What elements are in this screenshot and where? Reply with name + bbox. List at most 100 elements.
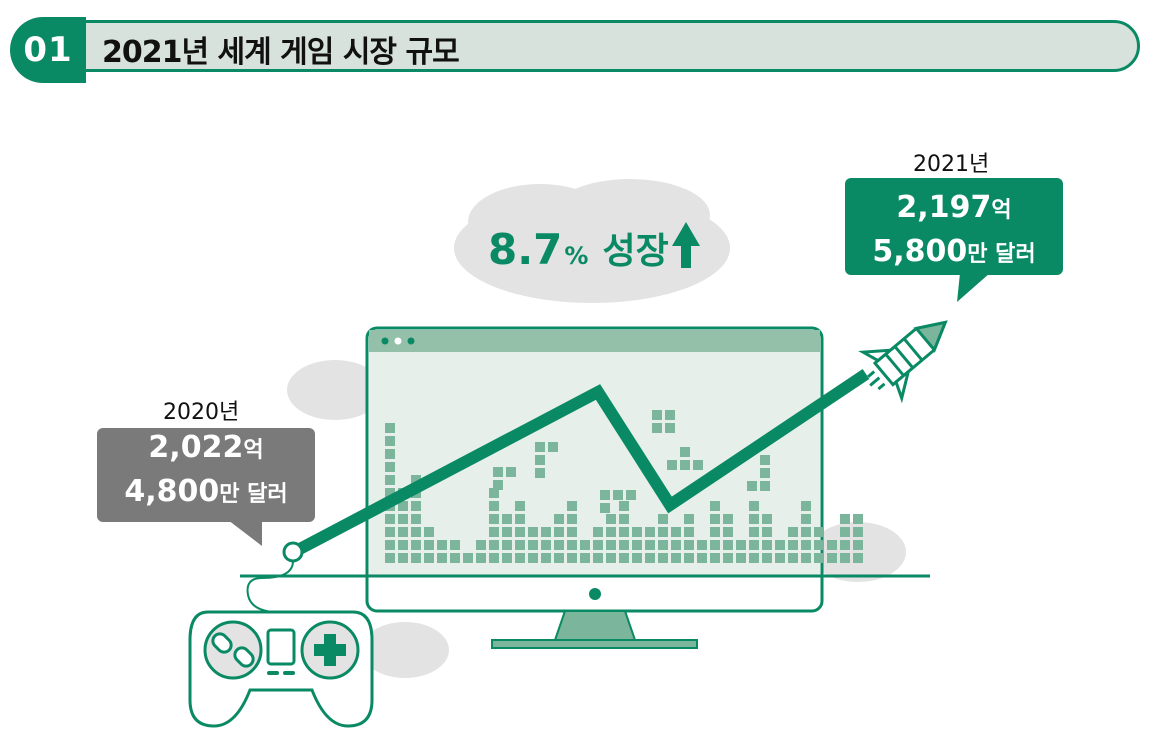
pixel-block: [489, 527, 499, 537]
pixel-block: [619, 514, 629, 524]
callout-tail-2021: [957, 273, 990, 302]
pixel-block: [762, 540, 772, 550]
pixel-block: [398, 540, 408, 550]
pixel-block: [619, 527, 629, 537]
pixel-block: [567, 540, 577, 550]
pixel-block: [652, 410, 662, 420]
pixel-block: [385, 553, 395, 563]
pixel-block: [684, 514, 694, 524]
pixel-block: [671, 553, 681, 563]
pixel-block: [723, 540, 733, 550]
pixel-block: [658, 553, 668, 563]
pixel-block: [489, 488, 499, 498]
callout-2020: 2,022억 4,800만 달러: [97, 428, 315, 522]
pixel-block: [749, 553, 759, 563]
pixel-block: [827, 540, 837, 550]
pixel-block: [749, 527, 759, 537]
pixel-block: [645, 527, 655, 537]
year-label-2021: 2021년: [913, 152, 990, 177]
pixel-block: [502, 540, 512, 550]
pixel-block: [606, 514, 616, 524]
pixel-block: [489, 553, 499, 563]
pixel-block: [554, 514, 564, 524]
pixel-block: [437, 553, 447, 563]
pixel-block: [600, 490, 610, 500]
pixel-block: [762, 553, 772, 563]
pixel-block: [853, 540, 863, 550]
pixel-block: [749, 501, 759, 511]
pixel-block: [762, 527, 772, 537]
trend-line: [291, 369, 870, 558]
pixel-block: [801, 501, 811, 511]
header-bar: [60, 20, 1140, 72]
pixel-block: [827, 553, 837, 563]
pixel-block: [600, 503, 610, 513]
pixel-block: [801, 553, 811, 563]
pixel-block: [535, 442, 545, 452]
pixel-block: [489, 540, 499, 550]
pixel-block: [645, 553, 655, 563]
value-2021: 2,197: [896, 190, 992, 225]
value-unit-2021: 억: [991, 198, 1012, 223]
pixel-block: [554, 553, 564, 563]
pixel-block: [853, 527, 863, 537]
pixel-block: [515, 553, 525, 563]
section-number-badge: 01: [10, 17, 86, 83]
pixel-block: [680, 447, 690, 457]
pixel-block: [528, 553, 538, 563]
pixel-block: [593, 553, 603, 563]
pixel-block: [801, 540, 811, 550]
pixel-block: [476, 553, 486, 563]
pixel-block: [801, 514, 811, 524]
pixel-block: [632, 553, 642, 563]
pixel-block: [626, 490, 636, 500]
pixel-block: [385, 423, 395, 433]
pixel-block: [535, 455, 545, 465]
pixel-block: [398, 527, 408, 537]
pixel-block: [385, 436, 395, 446]
pixel-block: [398, 553, 408, 563]
cloud: [361, 622, 449, 678]
pixel-block: [619, 553, 629, 563]
pixel-block: [710, 553, 720, 563]
pixel-block: [853, 514, 863, 524]
pixel-block: [606, 540, 616, 550]
pixel-block: [632, 540, 642, 550]
pixel-block: [502, 514, 512, 524]
pixel-block: [853, 553, 863, 563]
pixel-block: [760, 468, 770, 478]
pixel-block: [567, 514, 577, 524]
pixel-block: [450, 553, 460, 563]
pixel-block: [411, 514, 421, 524]
pixel-block: [385, 488, 395, 498]
pixel-block: [632, 527, 642, 537]
subvalue-2021: 5,800: [872, 234, 968, 269]
pixel-block: [840, 514, 850, 524]
pixel-block: [671, 527, 681, 537]
pixel-block: [840, 553, 850, 563]
pixel-block: [723, 527, 733, 537]
pixel-block: [671, 540, 681, 550]
pixel-block: [775, 540, 785, 550]
callout-tail-2020: [228, 520, 262, 546]
pixel-block: [775, 553, 785, 563]
pixel-block: [411, 553, 421, 563]
pixel-block: [580, 540, 590, 550]
growth-label: 8.7 % 성장: [488, 222, 669, 274]
pixel-block: [788, 553, 798, 563]
pixel-block: [606, 527, 616, 537]
pixel-block: [476, 540, 486, 550]
pixel-block: [665, 410, 675, 420]
growth-word: 성장: [602, 231, 669, 272]
pixel-block: [385, 449, 395, 459]
pixel-block: [814, 553, 824, 563]
pixel-block: [593, 527, 603, 537]
pixel-block: [515, 501, 525, 511]
cloud: [287, 360, 383, 420]
pixel-block: [437, 540, 447, 550]
pixel-block: [593, 540, 603, 550]
pixel-block: [424, 540, 434, 550]
pixel-block: [760, 455, 770, 465]
pixel-block: [385, 514, 395, 524]
